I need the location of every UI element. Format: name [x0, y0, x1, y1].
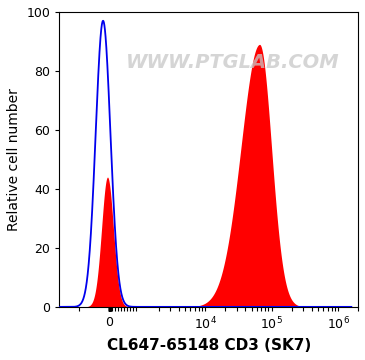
Y-axis label: Relative cell number: Relative cell number — [7, 88, 21, 231]
Text: WWW.PTGLAB.COM: WWW.PTGLAB.COM — [126, 53, 339, 72]
X-axis label: CL647-65148 CD3 (SK7): CL647-65148 CD3 (SK7) — [107, 338, 311, 353]
